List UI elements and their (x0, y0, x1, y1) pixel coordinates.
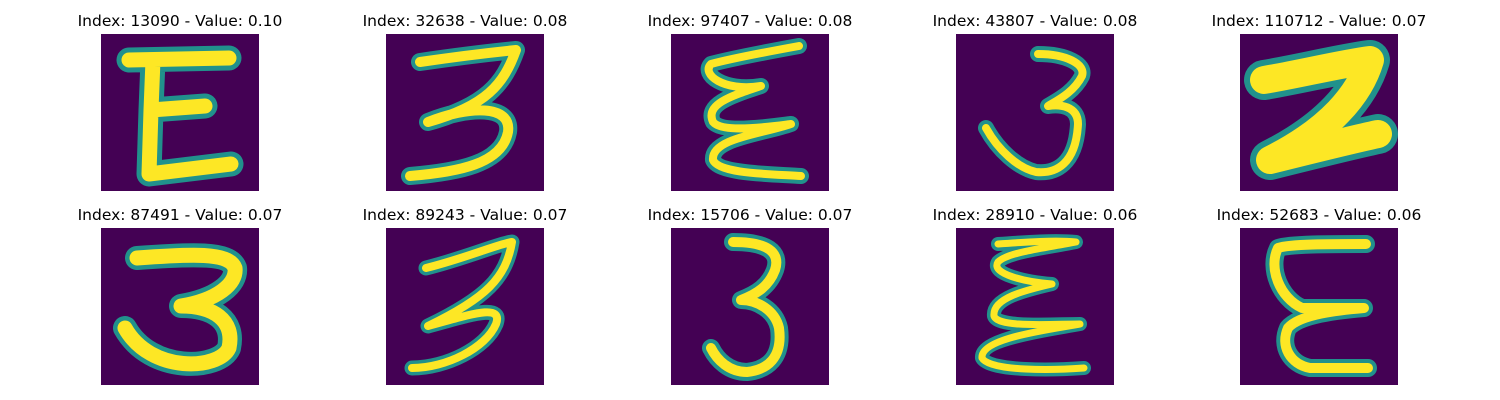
panel-title: Index: 87491 - Value: 0.07 (77, 206, 283, 224)
digit-image (671, 228, 829, 385)
sample-panel: Index: 32638 - Value: 0.08 (335, 11, 595, 201)
glyph-e-image (975, 234, 1091, 377)
glyph-3-image (113, 243, 248, 376)
panel-title: Index: 32638 - Value: 0.08 (362, 12, 568, 30)
digit-image (386, 34, 544, 191)
glyph-2-image (1244, 40, 1398, 180)
sample-panel: Index: 43807 - Value: 0.08 (905, 11, 1165, 201)
digit-image (1240, 34, 1398, 191)
panel-title: Index: 97407 - Value: 0.08 (647, 12, 853, 30)
panel-title: Index: 15706 - Value: 0.07 (647, 206, 853, 224)
glyph-3-image (702, 233, 789, 381)
sample-panel: Index: 52683 - Value: 0.06 (1189, 205, 1449, 395)
digit-image (956, 228, 1114, 385)
digit-image (1240, 228, 1398, 385)
panel-title: Index: 89243 - Value: 0.07 (362, 206, 568, 224)
panel-title: Index: 52683 - Value: 0.06 (1216, 206, 1422, 224)
panel-title: Index: 110712 - Value: 0.07 (1211, 12, 1427, 30)
sample-panel: Index: 97407 - Value: 0.08 (620, 11, 880, 201)
sample-panel: Index: 89243 - Value: 0.07 (335, 205, 595, 395)
sample-panel: Index: 13090 - Value: 0.10 (50, 11, 310, 201)
sample-panel: Index: 15706 - Value: 0.07 (620, 205, 880, 395)
panel-title: Index: 43807 - Value: 0.08 (932, 12, 1138, 30)
glyph-e-image (116, 45, 244, 187)
digit-image (671, 34, 829, 191)
sample-panel: Index: 28910 - Value: 0.06 (905, 205, 1165, 395)
glyph-3-image (978, 46, 1091, 181)
glyph-e-image (1265, 235, 1377, 377)
panel-title: Index: 28910 - Value: 0.06 (932, 206, 1138, 224)
digit-image (101, 228, 259, 385)
glyph-3-image (401, 41, 525, 185)
glyph-e-image (700, 38, 809, 184)
sample-panel: Index: 87491 - Value: 0.07 (50, 205, 310, 395)
sample-panel: Index: 110712 - Value: 0.07 (1189, 11, 1449, 201)
digit-image (101, 34, 259, 191)
digit-image (956, 34, 1114, 191)
glyph-3-image (404, 234, 520, 376)
digit-image (386, 228, 544, 385)
panel-title: Index: 13090 - Value: 0.10 (77, 12, 283, 30)
